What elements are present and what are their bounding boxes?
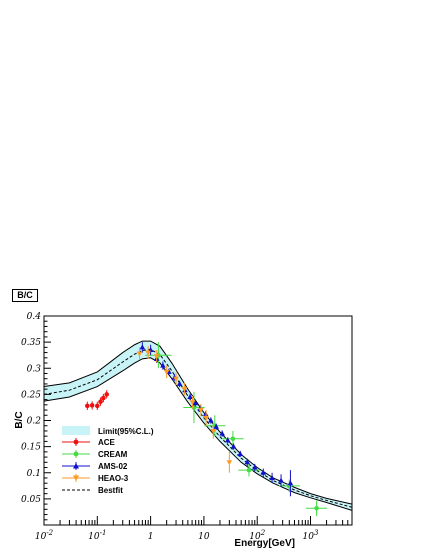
legend-marker-cream xyxy=(62,450,90,458)
data-point xyxy=(160,362,166,368)
data-points xyxy=(85,342,328,517)
data-point xyxy=(230,443,237,449)
y-tick-label: 0.35 xyxy=(21,338,41,348)
data-point xyxy=(213,423,219,429)
y-tick-label: 0.25 xyxy=(21,390,41,400)
data-point xyxy=(260,469,267,475)
data-point xyxy=(210,428,217,434)
data-point xyxy=(89,403,95,408)
x-axis-title: Energy[GeV] xyxy=(234,538,295,549)
x-tick-label: 102 xyxy=(249,529,265,542)
legend-label-ace: ACE xyxy=(98,438,116,447)
y-tick-label: 0.1 xyxy=(27,469,41,479)
y-axis-title: B/C xyxy=(14,411,25,428)
data-point xyxy=(189,400,196,406)
confidence-band xyxy=(44,341,352,511)
data-point xyxy=(104,392,109,397)
x-tick-label: 1 xyxy=(148,532,154,542)
x-tick-label: 10-1 xyxy=(88,529,106,542)
data-point xyxy=(219,430,225,436)
legend-marker-ams xyxy=(62,462,90,470)
data-point xyxy=(98,399,103,404)
legend-label-bestfit: Bestfit xyxy=(98,486,123,495)
data-point xyxy=(181,387,188,393)
data-point xyxy=(136,351,143,357)
legend: Limit(95%C.L.) ACE CREAM AMS-02 HEAO-3 B… xyxy=(62,426,154,495)
legend-marker-ace xyxy=(62,438,90,446)
data-point xyxy=(244,459,251,465)
bestfit-line xyxy=(43,348,353,508)
data-point xyxy=(246,467,252,473)
data-point xyxy=(192,400,199,406)
y-tick-label: 0.15 xyxy=(21,443,41,453)
data-point xyxy=(287,480,294,486)
data-point xyxy=(139,344,146,350)
data-point xyxy=(208,417,214,423)
data-point xyxy=(173,376,179,382)
data-point xyxy=(226,460,233,466)
data-point xyxy=(163,369,170,375)
series-ams-02 xyxy=(139,342,294,497)
data-point xyxy=(176,380,183,386)
x-tick-label: 10 xyxy=(198,532,210,542)
x-tick-label: 103 xyxy=(303,529,319,542)
data-point xyxy=(237,450,244,456)
data-point xyxy=(314,505,319,511)
data-point xyxy=(95,403,100,409)
axis-tick-labels: 10-2 10-1 1 10 102 103 0.05 0.1 0.15 0.2 0.25 0.3 0.… xyxy=(21,312,319,542)
x-tick-label: 10-2 xyxy=(35,529,54,542)
y-tick-label: 0.3 xyxy=(27,364,42,374)
band-lower-edge xyxy=(43,357,353,511)
data-point xyxy=(269,474,275,480)
data-point xyxy=(145,350,151,356)
series-ace xyxy=(85,390,109,411)
series-heao-3 xyxy=(136,346,233,473)
page-title: B/C xyxy=(12,289,38,302)
legend-label-ams: AMS-02 xyxy=(98,462,128,471)
data-point xyxy=(198,408,204,414)
data-point xyxy=(224,437,231,443)
data-point xyxy=(101,395,106,401)
data-point xyxy=(278,477,284,483)
legend-label-band: Limit(95%C.L.) xyxy=(98,427,154,436)
data-point xyxy=(187,393,193,399)
band-upper-edge xyxy=(43,340,353,505)
y-tick-label: 0.4 xyxy=(27,312,42,322)
band-fill xyxy=(44,341,352,511)
data-point xyxy=(85,403,90,409)
legend-label-heao: HEAO-3 xyxy=(98,474,129,483)
legend-swatch-band xyxy=(62,426,90,435)
y-tick-label: 0.05 xyxy=(21,495,41,505)
data-point xyxy=(203,415,209,421)
data-point xyxy=(153,354,160,360)
axis-ticks xyxy=(43,315,353,525)
y-tick-label: 0.2 xyxy=(27,417,42,427)
data-point xyxy=(230,436,236,442)
legend-label-cream: CREAM xyxy=(98,450,128,459)
data-point xyxy=(251,464,258,470)
bestfit-curves xyxy=(43,340,353,511)
legend-marker-heao xyxy=(62,474,90,482)
